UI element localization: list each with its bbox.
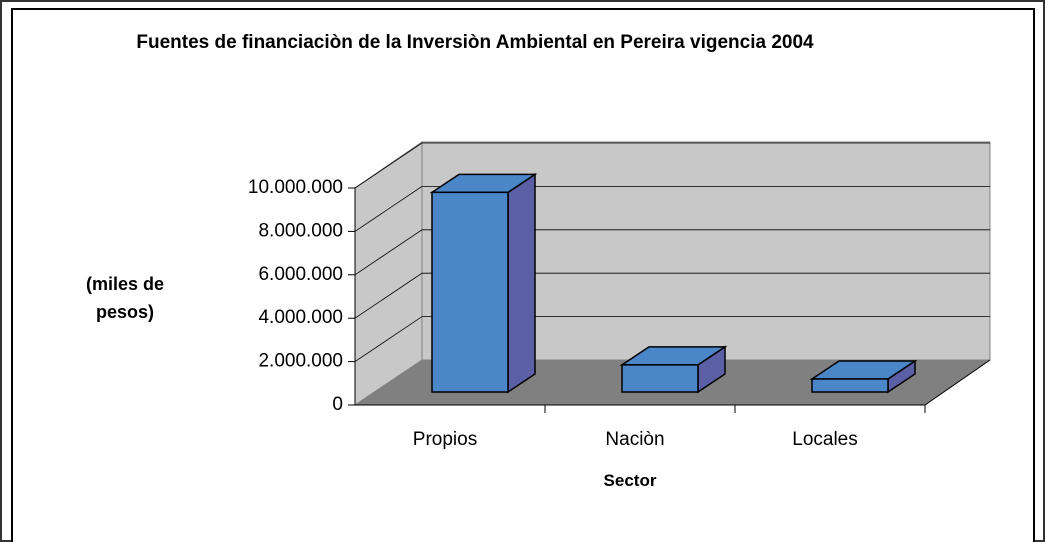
x-tick-label: Naciòn <box>605 429 664 450</box>
grid-line <box>354 185 990 232</box>
grid-line <box>354 316 990 362</box>
x-tick-label: Propios <box>413 429 477 450</box>
bar <box>431 191 509 393</box>
y-tick-label: 4.000.000 <box>258 307 343 328</box>
y-tick-label: 0 <box>332 394 343 415</box>
grid-line <box>354 229 990 276</box>
x-axis-label: Sector <box>603 471 657 490</box>
y-tick-label: 8.000.000 <box>258 220 343 241</box>
floor-edge <box>924 359 991 406</box>
grid-line <box>354 142 990 189</box>
grid-line <box>354 272 990 319</box>
bar <box>811 378 889 393</box>
chart-title: Fuentes de financiaciòn de la Inversiòn … <box>136 32 814 53</box>
y-axis-label: (miles de pesos) <box>85 274 165 322</box>
bar <box>621 364 699 393</box>
y-tick-label: 6.000.000 <box>258 264 343 285</box>
y-tick-label: 10.000.000 <box>248 177 343 198</box>
y-tick-label: 2.000.000 <box>258 351 343 372</box>
bar-side <box>507 172 536 394</box>
x-tick-label: Locales <box>792 429 858 450</box>
